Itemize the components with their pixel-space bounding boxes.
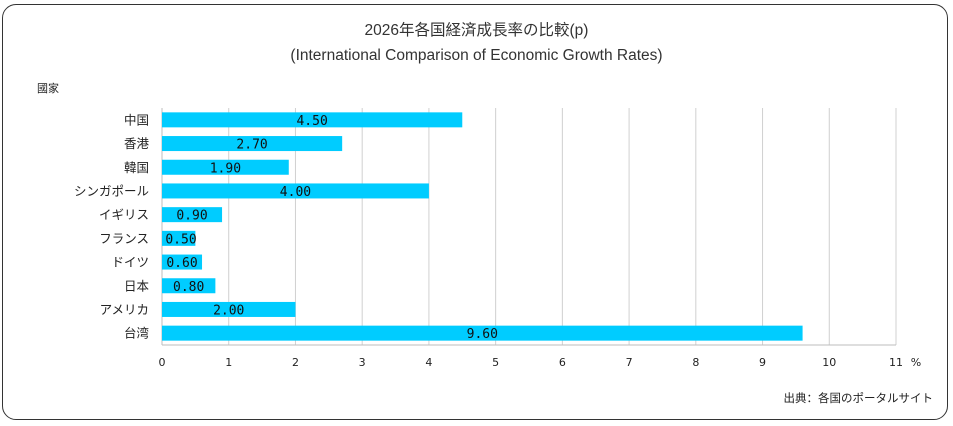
bar [162,254,203,270]
data-label: 9.60 [467,327,498,342]
y-tick-label: イギリス [99,207,149,222]
x-unit-label: % [911,356,921,369]
y-tick-label: 日本 [124,278,150,293]
y-tick-label: アメリカ [100,302,149,317]
data-label: 0.60 [166,256,197,271]
data-label: 1.90 [210,161,241,176]
x-tick-label: 5 [492,356,499,369]
data-label: 2.70 [236,138,267,153]
y-tick-label: 韓国 [124,160,149,175]
data-label: 4.00 [280,185,311,200]
chart-title: 2026年各国経済成長率の比較(p) [364,22,589,39]
bar [162,112,463,128]
y-tick-label: 台湾 [124,326,149,341]
x-tick-label: 11 [889,356,903,369]
x-tick-label: 4 [425,356,432,369]
y-tick-label: ドイツ [111,255,149,270]
x-tick-label: 2 [292,356,299,369]
x-tick-label: 8 [692,356,699,369]
data-label: 2.00 [213,303,244,318]
data-label: 0.80 [173,280,204,295]
x-tick-label: 9 [759,356,766,369]
x-tick-label: 7 [626,356,633,369]
data-label: 0.90 [176,209,207,224]
x-tick-label: 3 [359,356,366,369]
y-axis-label: 國家 [37,82,59,95]
x-tick-label: 10 [822,356,836,369]
bar [162,230,196,246]
bar [162,159,289,175]
bar [162,325,803,341]
chart-subtitle: (International Comparison of Economic Gr… [290,47,663,64]
bar [162,136,343,152]
y-tick-label: フランス [99,231,149,246]
bar [162,301,296,317]
data-label: 4.50 [296,114,327,129]
x-tick-label: 6 [559,356,566,369]
bar [162,183,429,199]
y-tick-label: 中国 [124,112,149,127]
bar [162,278,216,294]
data-label: 0.50 [165,232,196,247]
chart-frame [2,4,948,420]
bar [162,207,223,223]
y-tick-label: シンガポール [74,183,149,198]
source-note: 出典：各国のポータルサイト [783,391,934,405]
x-tick-label: 1 [225,356,232,369]
y-tick-label: 香港 [124,136,150,151]
x-tick-label: 0 [159,356,166,369]
